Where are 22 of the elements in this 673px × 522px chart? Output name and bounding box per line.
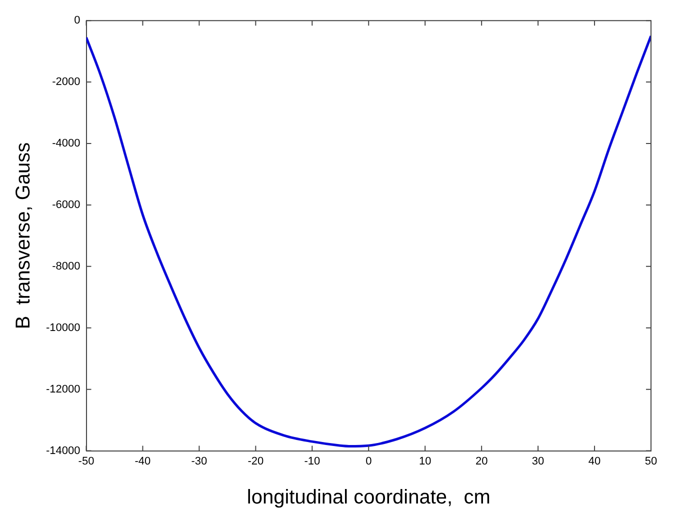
y-tick-label: -8000 [52,260,80,272]
x-tick-label: -50 [78,455,94,468]
x-tick-label: 40 [588,455,601,468]
y-tick-label: -14000 [46,444,80,457]
x-tick-label: 50 [644,455,658,468]
x-tick-label: 30 [532,455,544,468]
y-tick-label: -6000 [52,199,80,212]
y-tick-label: -4000 [52,138,80,150]
line-series [86,34,651,448]
y-tick-label: 0 [74,14,80,27]
y-tick-label: -10000 [46,322,80,334]
x-tick-label: 10 [418,455,432,468]
x-tick-label: 0 [366,455,372,468]
x-tick-label: -10 [304,455,320,468]
x-axis-title: longitudinal coordinate, cm [246,486,490,509]
y-tick-label: -2000 [52,76,80,88]
x-tick-label: -40 [134,455,151,468]
x-tick-label: -30 [191,455,208,468]
x-tick-label: 20 [475,455,488,468]
y-tick-label: -12000 [46,383,80,396]
x-tick-label: -20 [248,455,264,468]
y-axis-title: B transverse, Gauss [12,142,35,330]
